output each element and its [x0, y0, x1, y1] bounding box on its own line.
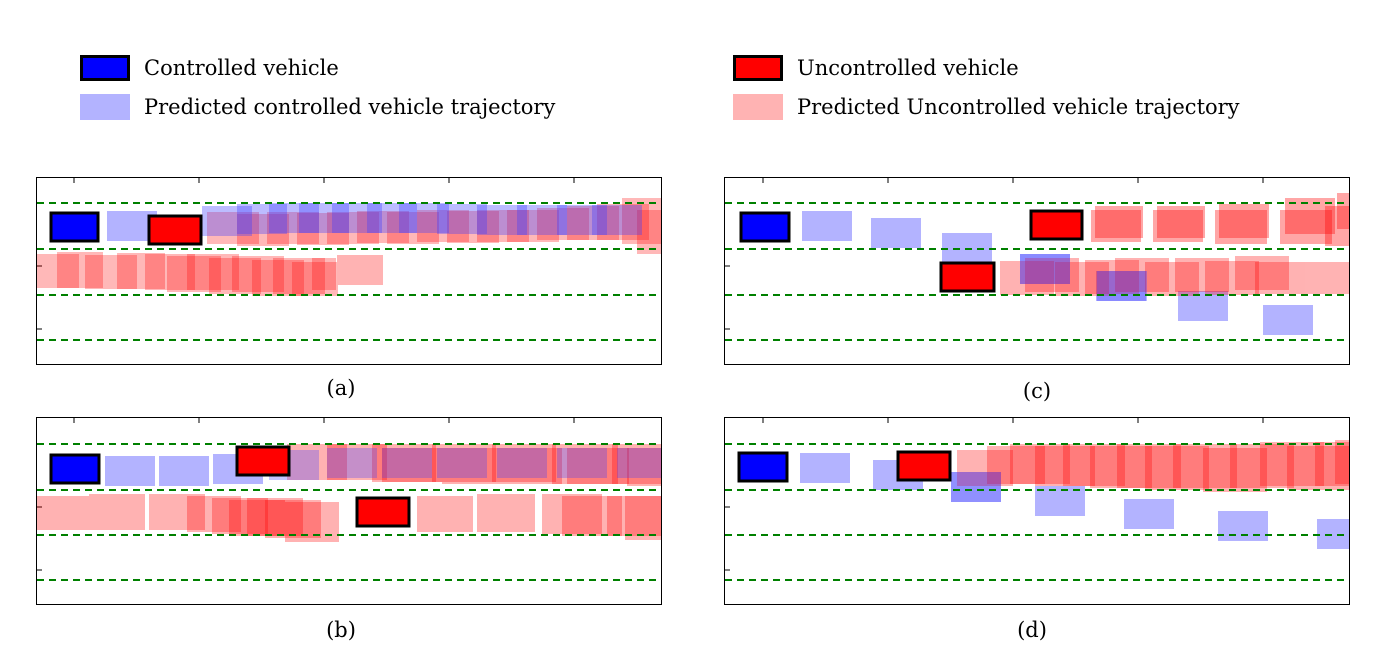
- panel-b: [36, 417, 662, 605]
- panel-a-uncontrolled-vehicle: [147, 214, 203, 246]
- legend-predicted-uncontrolled-swatch: [733, 94, 783, 120]
- panel-a: [36, 177, 662, 365]
- legend-predicted-controlled-label: Predicted controlled vehicle trajectory: [144, 95, 556, 119]
- panel-c-lane-markings: [725, 202, 1349, 341]
- legend-controlled: Controlled vehicle: [80, 55, 339, 81]
- legend-predicted-controlled: Predicted controlled vehicle trajectory: [80, 94, 555, 120]
- panel-b-uncontrolled-vehicle-1: [235, 445, 291, 477]
- legend-predicted-uncontrolled-label: Predicted Uncontrolled vehicle trajector…: [797, 95, 1240, 119]
- panel-c-drawing: [725, 178, 1349, 341]
- panel-b-predicted-uncontrolled-lower: [37, 494, 661, 542]
- panel-c-uncontrolled-vehicle-2: [939, 261, 996, 293]
- panel-c: [724, 177, 1350, 365]
- legend-controlled-swatch: [80, 55, 130, 81]
- panel-a-lane-markings: [37, 202, 661, 341]
- caption-c: (c): [1022, 379, 1052, 403]
- panel-c-uncontrolled-vehicle-1: [1029, 209, 1084, 241]
- legend-predicted-uncontrolled: Predicted Uncontrolled vehicle trajector…: [733, 94, 1240, 120]
- panel-a-predicted-uncontrolled-end: [337, 255, 383, 285]
- panel-b-predicted-uncontrolled-upper: [287, 444, 661, 486]
- panel-b-lane-markings: [37, 443, 661, 581]
- caption-a: (a): [326, 376, 356, 400]
- panel-c-predicted-controlled: [802, 211, 1313, 335]
- panel-d-uncontrolled-vehicle: [896, 450, 952, 482]
- panel-b-drawing: [37, 418, 661, 581]
- panel-d-predicted-uncontrolled: [957, 440, 1349, 492]
- panel-d-drawing: [725, 418, 1349, 581]
- panel-c-controlled-vehicle: [739, 211, 791, 243]
- legend-uncontrolled-label: Uncontrolled vehicle: [797, 56, 1019, 80]
- panel-d-predicted-controlled-overlap: [951, 472, 1001, 502]
- panel-c-predicted-uncontrolled-lower: [1000, 256, 1305, 296]
- panel-d: [724, 417, 1350, 605]
- panel-d-lane-markings: [725, 443, 1349, 581]
- panel-a-controlled-vehicle: [49, 211, 100, 243]
- legend-uncontrolled: Uncontrolled vehicle: [733, 55, 1019, 81]
- legend-controlled-label: Controlled vehicle: [144, 56, 339, 80]
- panel-a-drawing: [37, 178, 661, 341]
- panel-c-ticks: [725, 178, 1264, 330]
- panel-d-ticks: [725, 418, 1264, 571]
- panel-a-predicted-uncontrolled-lower: [37, 252, 338, 296]
- caption-b: (b): [326, 618, 356, 642]
- panel-b-uncontrolled-vehicle-2: [355, 496, 411, 528]
- panel-c-predicted-uncontrolled-upper: [1091, 193, 1349, 246]
- panel-b-predicted-controlled-overlap: [269, 448, 661, 480]
- panel-a-predicted-uncontrolled-upper: [207, 198, 661, 254]
- caption-d: (d): [1017, 618, 1047, 642]
- panel-d-controlled-vehicle: [737, 451, 789, 483]
- legend-predicted-controlled-swatch: [80, 94, 130, 120]
- panel-b-controlled-vehicle: [49, 453, 101, 485]
- legend-uncontrolled-swatch: [733, 55, 783, 81]
- panel-c-predicted-uncontrolled-end: [1305, 262, 1349, 294]
